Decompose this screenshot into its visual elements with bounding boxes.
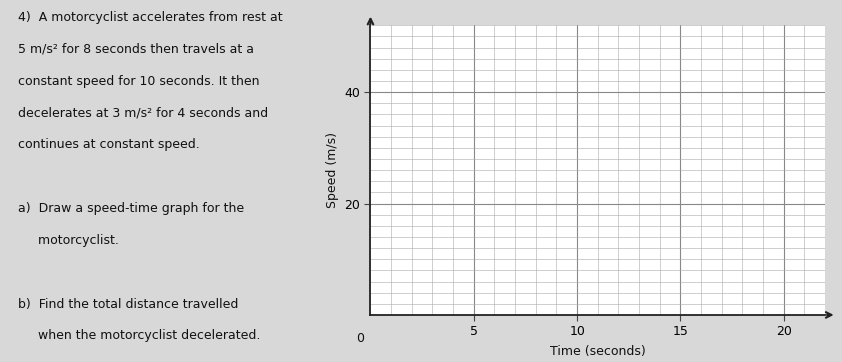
Text: 4)  A motorcyclist accelerates from rest at: 4) A motorcyclist accelerates from rest … [18, 11, 282, 24]
X-axis label: Time (seconds): Time (seconds) [550, 345, 646, 358]
Text: continues at constant speed.: continues at constant speed. [18, 138, 200, 151]
Text: a)  Draw a speed-time graph for the: a) Draw a speed-time graph for the [18, 202, 243, 215]
Text: constant speed for 10 seconds. It then: constant speed for 10 seconds. It then [18, 75, 259, 88]
Y-axis label: Speed (m/s): Speed (m/s) [326, 132, 338, 208]
Text: 5 m/s² for 8 seconds then travels at a: 5 m/s² for 8 seconds then travels at a [18, 43, 253, 56]
Text: b)  Find the total distance travelled: b) Find the total distance travelled [18, 298, 238, 311]
Text: 0: 0 [356, 332, 364, 345]
Text: decelerates at 3 m/s² for 4 seconds and: decelerates at 3 m/s² for 4 seconds and [18, 106, 268, 119]
Text: motorcyclist.: motorcyclist. [18, 234, 119, 247]
Text: when the motorcyclist decelerated.: when the motorcyclist decelerated. [18, 329, 260, 342]
